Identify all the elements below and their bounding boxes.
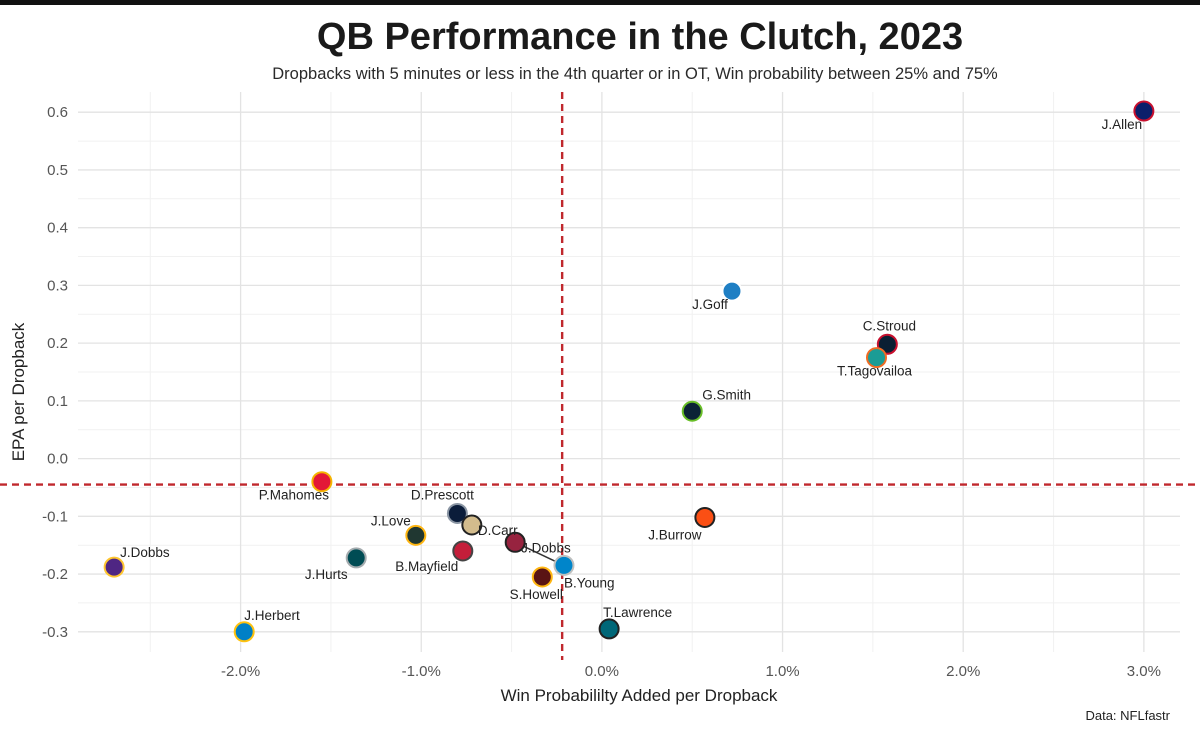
data-point: [553, 554, 575, 576]
point-label: C.Stroud: [863, 318, 916, 333]
axis-ticks: -2.0% -1.0% 0.0% 1.0% 2.0% 3.0% -0.3 -0.2 -0.1 0.…: [42, 104, 1161, 680]
x-tick-label: 3.0%: [1127, 663, 1161, 680]
data-point: [598, 618, 620, 640]
data-point: [721, 280, 743, 302]
point-label: J.Dobbs: [521, 540, 571, 555]
data-point: [461, 514, 483, 536]
data-point: [865, 347, 887, 369]
chart-title: QB Performance in the Clutch, 2023: [316, 16, 964, 58]
top-border: [0, 0, 1200, 5]
y-tick-label: 0.1: [47, 393, 68, 410]
grid-lines: [78, 92, 1180, 652]
data-point: [694, 506, 716, 528]
data-point: [233, 621, 255, 643]
point-label: D.Carr: [478, 523, 518, 538]
chart-subtitle: Dropbacks with 5 minutes or less in the …: [272, 65, 998, 83]
point-label: B.Mayfield: [395, 559, 458, 574]
point-label: J.Dobbs: [120, 545, 170, 560]
x-tick-label: -2.0%: [221, 663, 260, 680]
x-tick-label: 0.0%: [585, 663, 619, 680]
x-tick-label: -1.0%: [402, 663, 441, 680]
data-source: Data: NFLfastr: [1085, 708, 1170, 723]
y-tick-label: 0.5: [47, 162, 68, 179]
data-point: [452, 540, 474, 562]
data-point: [311, 471, 333, 493]
y-tick-label: 0.3: [47, 277, 68, 294]
point-label: T.Lawrence: [603, 605, 672, 620]
point-label: T.Tagovailoa: [837, 364, 913, 379]
data-point: [446, 502, 468, 524]
y-tick-label: -0.1: [42, 508, 68, 525]
point-label: J.Burrow: [648, 527, 702, 542]
y-axis-label: EPA per Dropback: [9, 322, 28, 461]
y-tick-label: -0.2: [42, 566, 68, 583]
point-label: G.Smith: [702, 387, 751, 402]
point-label: J.Hurts: [305, 567, 348, 582]
data-point: [405, 524, 427, 546]
x-axis-label: Win Probabililty Added per Dropback: [501, 686, 778, 705]
x-tick-label: 1.0%: [765, 663, 799, 680]
point-label: B.Young: [564, 575, 615, 590]
y-tick-label: 0.2: [47, 335, 68, 352]
point-labels: J.Allen J.Goff C.Stroud T.Tagovailoa G.Smith…: [120, 117, 1142, 623]
data-point: [504, 531, 526, 553]
data-point: [681, 400, 703, 422]
y-tick-label: -0.3: [42, 624, 68, 641]
data-point: [345, 547, 367, 569]
y-tick-label: 0.4: [47, 220, 68, 237]
point-label: J.Allen: [1102, 117, 1143, 132]
point-label: D.Prescott: [411, 487, 474, 502]
x-tick-label: 2.0%: [946, 663, 980, 680]
y-tick-label: 0.6: [47, 104, 68, 121]
y-tick-label: 0.0: [47, 451, 68, 468]
point-label: S.Howell: [510, 587, 563, 602]
point-label: P.Mahomes: [259, 488, 330, 503]
data-point: [1133, 100, 1155, 122]
point-label: J.Love: [371, 513, 411, 528]
point-label: J.Herbert: [244, 608, 300, 623]
data-point: [531, 566, 553, 588]
data-point: [103, 556, 125, 578]
point-label: J.Goff: [692, 297, 728, 312]
data-points: [103, 100, 1155, 643]
